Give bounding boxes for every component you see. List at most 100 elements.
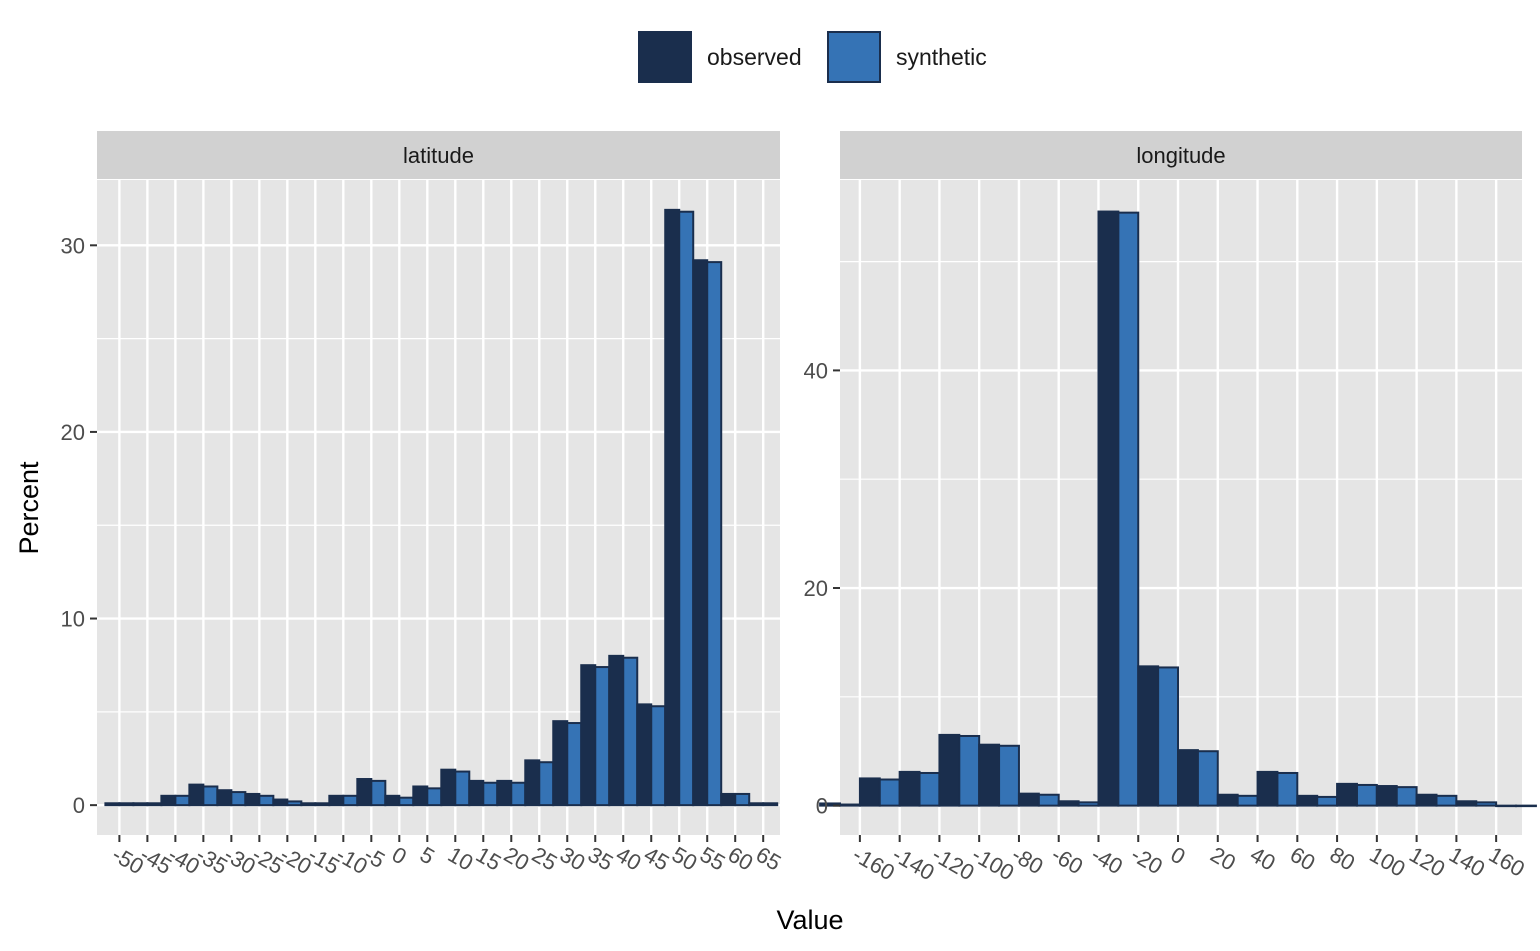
- x-tick-label-longitude: 120: [1405, 842, 1449, 882]
- bar-observed-longitude: [898, 770, 921, 807]
- bar-synthetic-latitude: [762, 802, 779, 807]
- x-tick-label-latitude: 20: [500, 842, 534, 876]
- bar-observed-longitude: [1256, 770, 1279, 807]
- bar-synthetic-latitude: [706, 261, 723, 807]
- bar-synthetic-latitude: [314, 802, 331, 807]
- bar-synthetic-latitude: [678, 210, 695, 807]
- x-tick-label-longitude: -20: [1127, 842, 1167, 880]
- y-axis-title: Percent: [14, 461, 44, 555]
- bar-synthetic-latitude: [230, 791, 247, 807]
- x-tick-label-latitude: 50: [668, 842, 702, 876]
- x-tick-label-latitude: 5: [416, 842, 439, 870]
- x-tick-label-longitude: -40: [1087, 842, 1127, 880]
- bar-synthetic-latitude: [398, 796, 415, 807]
- bar-synthetic-latitude: [566, 722, 583, 807]
- x-tick-label-longitude: -60: [1047, 842, 1087, 880]
- bar-synthetic-latitude: [538, 761, 555, 807]
- bar-synthetic-longitude: [998, 744, 1020, 807]
- bar-observed-latitude: [580, 664, 597, 807]
- strip-title-longitude: longitude: [1136, 143, 1225, 168]
- bar-observed-longitude: [858, 777, 881, 807]
- bar-observed-latitude: [132, 802, 149, 807]
- bar-observed-latitude: [328, 794, 345, 807]
- bar-synthetic-latitude: [202, 785, 219, 807]
- y-tick-label-latitude: 20: [61, 420, 85, 445]
- bar-observed-latitude: [496, 779, 513, 807]
- bar-observed-latitude: [356, 778, 373, 807]
- bar-observed-latitude: [608, 654, 625, 807]
- y-tick-label-latitude: 10: [61, 607, 85, 632]
- strip-title-latitude: latitude: [403, 143, 474, 168]
- bar-observed-latitude: [748, 802, 765, 807]
- legend-label-synthetic: synthetic: [896, 44, 987, 70]
- x-tick-label-longitude: 80: [1326, 842, 1360, 876]
- x-tick-label-longitude: 140: [1445, 842, 1489, 882]
- x-tick-label-longitude: 100: [1365, 842, 1409, 882]
- bar-synthetic-longitude: [1316, 795, 1339, 807]
- strip-longitude: [840, 131, 1522, 179]
- x-axis-title: Value: [776, 905, 843, 935]
- bar-observed-latitude: [216, 789, 233, 807]
- x-tick-label-longitude: -80: [1007, 842, 1047, 880]
- x-tick-label-latitude: 0: [388, 842, 411, 870]
- x-tick-label-latitude: 40: [612, 842, 646, 876]
- bar-observed-latitude: [188, 783, 205, 807]
- bar-observed-longitude: [1296, 794, 1319, 807]
- bar-observed-latitude: [440, 768, 457, 807]
- bar-synthetic-latitude: [454, 770, 471, 807]
- legend-label-observed: observed: [707, 44, 802, 70]
- y-tick-label-latitude: 30: [61, 233, 85, 258]
- panel-latitude: latitude 0102030-50-45-40-35-30-25-20-15…: [61, 131, 786, 879]
- bar-observed-latitude: [720, 792, 737, 807]
- bar-synthetic-longitude: [1475, 801, 1498, 807]
- bar-synthetic-longitude: [1196, 750, 1219, 807]
- bar-synthetic-longitude: [1515, 804, 1537, 808]
- bar-observed-latitude: [468, 779, 485, 807]
- bar-observed-latitude: [160, 794, 177, 807]
- bar-synthetic-latitude: [286, 800, 303, 807]
- x-tick-label-longitude: 20: [1206, 842, 1240, 876]
- bar-synthetic-longitude: [839, 803, 861, 807]
- y-tick-label-longitude: 40: [804, 358, 828, 383]
- bar-synthetic-longitude: [1395, 786, 1418, 807]
- x-tick-label-longitude: 40: [1246, 842, 1280, 876]
- bar-synthetic-longitude: [1037, 793, 1060, 807]
- bar-synthetic-longitude: [1157, 666, 1180, 807]
- bar-observed-latitude: [272, 798, 289, 807]
- bar-synthetic-longitude: [1276, 771, 1299, 807]
- bar-observed-longitude: [978, 743, 1001, 807]
- bar-synthetic-latitude: [342, 794, 359, 807]
- x-tick-label-latitude: 30: [556, 842, 590, 876]
- y-tick-label-longitude: 20: [804, 576, 828, 601]
- bar-synthetic-longitude: [918, 771, 941, 807]
- bar-observed-longitude: [1495, 804, 1518, 808]
- bar-synthetic-longitude: [1355, 783, 1378, 807]
- bar-observed-latitude: [636, 703, 653, 807]
- bar-observed-longitude: [1336, 782, 1358, 807]
- x-tick-label-latitude: 25: [528, 842, 562, 876]
- bar-synthetic-longitude: [1435, 794, 1458, 807]
- bar-observed-latitude: [244, 792, 261, 807]
- bar-observed-longitude: [938, 733, 961, 807]
- bar-observed-latitude: [104, 802, 121, 807]
- bar-observed-latitude: [384, 794, 401, 807]
- bar-synthetic-latitude: [650, 705, 667, 807]
- bar-observed-longitude: [1455, 800, 1478, 807]
- bar-synthetic-latitude: [482, 781, 499, 807]
- bar-synthetic-latitude: [258, 794, 275, 807]
- bar-synthetic-latitude: [594, 666, 611, 807]
- bar-observed-latitude: [524, 759, 541, 807]
- bar-observed-latitude: [692, 259, 709, 807]
- x-tick-label-latitude: 65: [752, 842, 786, 876]
- y-tick-label-latitude: 0: [73, 793, 85, 818]
- x-tick-label-longitude: 60: [1286, 842, 1320, 876]
- bar-synthetic-latitude: [118, 802, 135, 807]
- bar-observed-longitude: [1137, 665, 1160, 807]
- bar-synthetic-longitude: [1077, 801, 1100, 807]
- bar-observed-latitude: [664, 208, 681, 807]
- bar-observed-latitude: [552, 720, 569, 807]
- strip-latitude: [97, 131, 780, 179]
- bar-observed-longitude: [1057, 800, 1080, 807]
- x-tick-label-latitude: 15: [472, 842, 506, 876]
- bar-synthetic-latitude: [370, 779, 387, 807]
